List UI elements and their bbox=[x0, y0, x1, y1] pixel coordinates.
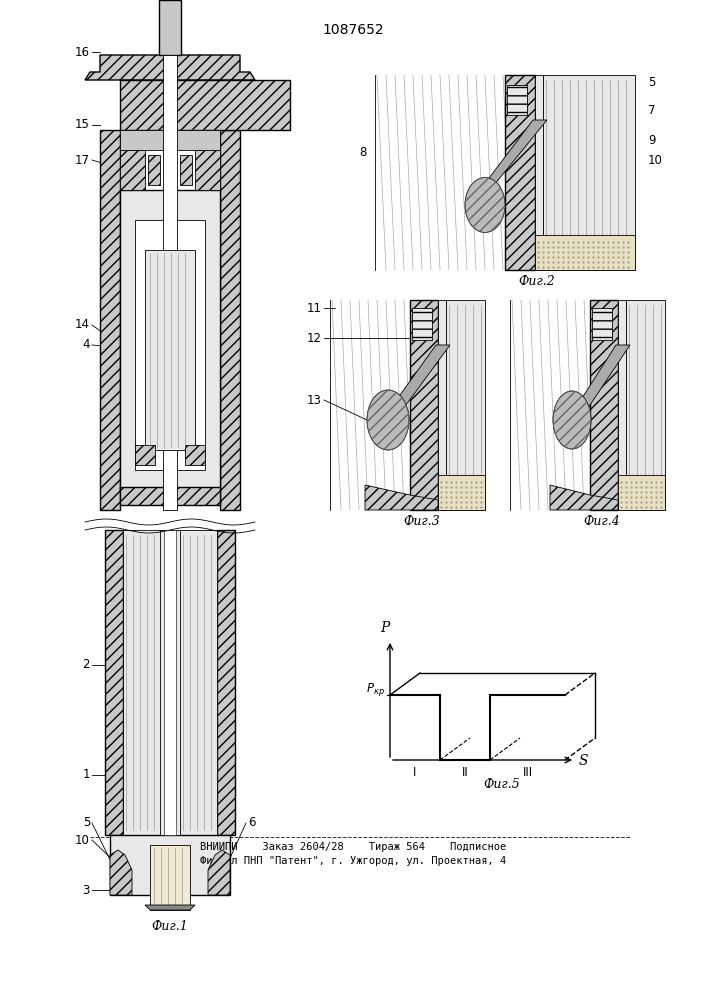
Text: 9: 9 bbox=[648, 133, 655, 146]
Text: Фиг.4: Фиг.4 bbox=[583, 515, 620, 528]
Text: 10: 10 bbox=[648, 153, 663, 166]
Text: 3: 3 bbox=[83, 884, 90, 896]
Bar bbox=[120, 190, 220, 490]
Bar bbox=[446, 300, 485, 510]
Bar bbox=[160, 530, 180, 835]
Bar bbox=[150, 845, 190, 910]
Bar bbox=[220, 130, 240, 510]
Text: II: II bbox=[462, 766, 468, 778]
Text: 6: 6 bbox=[248, 816, 255, 830]
Bar bbox=[618, 475, 665, 510]
Bar bbox=[438, 475, 485, 510]
Polygon shape bbox=[145, 905, 195, 910]
Text: Фиг.1: Фиг.1 bbox=[151, 920, 188, 934]
Polygon shape bbox=[365, 485, 438, 510]
Bar bbox=[543, 75, 635, 270]
Bar bbox=[110, 835, 230, 895]
Polygon shape bbox=[550, 485, 618, 510]
Bar bbox=[590, 300, 618, 510]
Text: 12: 12 bbox=[307, 332, 322, 344]
Bar bbox=[120, 130, 220, 150]
Text: 15: 15 bbox=[75, 118, 90, 131]
Text: Фиг.5: Фиг.5 bbox=[484, 778, 520, 791]
Bar bbox=[164, 530, 176, 835]
Text: 7: 7 bbox=[648, 104, 655, 116]
Bar bbox=[105, 530, 123, 835]
Text: 17: 17 bbox=[75, 153, 90, 166]
Polygon shape bbox=[85, 55, 255, 80]
Bar bbox=[195, 150, 220, 190]
Ellipse shape bbox=[553, 391, 591, 449]
Bar bbox=[185, 445, 205, 465]
Bar bbox=[120, 80, 290, 130]
Bar bbox=[100, 130, 120, 510]
Text: P: P bbox=[380, 621, 390, 635]
Text: 8: 8 bbox=[360, 146, 367, 159]
Bar bbox=[592, 308, 612, 340]
Text: 14: 14 bbox=[75, 318, 90, 332]
Bar bbox=[120, 150, 145, 190]
Text: I: I bbox=[414, 766, 416, 778]
Text: III: III bbox=[522, 766, 532, 778]
Text: Фиг.3: Фиг.3 bbox=[404, 515, 440, 528]
Bar bbox=[163, 55, 177, 510]
Bar bbox=[159, 0, 181, 55]
Bar bbox=[180, 155, 192, 185]
Text: 5: 5 bbox=[83, 816, 90, 830]
Text: 4: 4 bbox=[83, 338, 90, 352]
Bar bbox=[123, 530, 217, 835]
Bar bbox=[438, 300, 446, 510]
Polygon shape bbox=[480, 120, 547, 190]
Bar bbox=[618, 300, 626, 510]
Bar bbox=[535, 235, 635, 270]
Text: Филиал ПНП "Патент", г. Ужгород, ул. Проектная, 4: Филиал ПНП "Патент", г. Ужгород, ул. Про… bbox=[200, 856, 506, 866]
Text: 1087652: 1087652 bbox=[322, 23, 384, 37]
Text: S: S bbox=[578, 754, 588, 768]
Text: 2: 2 bbox=[83, 658, 90, 672]
Bar bbox=[135, 220, 205, 470]
Text: $P_{кр}$: $P_{кр}$ bbox=[366, 682, 385, 698]
Text: ВНИИПИ    Заказ 2604/28    Тираж 564    Подписное: ВНИИПИ Заказ 2604/28 Тираж 564 Подписное bbox=[200, 842, 506, 852]
Polygon shape bbox=[568, 345, 630, 420]
Text: 5: 5 bbox=[648, 77, 655, 90]
Polygon shape bbox=[382, 345, 450, 420]
Bar bbox=[412, 308, 432, 340]
Bar bbox=[410, 300, 438, 510]
Bar bbox=[135, 445, 155, 465]
Bar bbox=[217, 530, 235, 835]
Ellipse shape bbox=[367, 390, 409, 450]
Text: 13: 13 bbox=[307, 393, 322, 406]
Bar bbox=[507, 85, 527, 115]
Polygon shape bbox=[110, 850, 132, 895]
Text: Фиг.2: Фиг.2 bbox=[519, 275, 556, 288]
Bar bbox=[535, 75, 543, 270]
Bar bbox=[120, 487, 220, 505]
Polygon shape bbox=[208, 850, 230, 895]
Text: 10: 10 bbox=[75, 834, 90, 846]
Bar bbox=[505, 75, 535, 270]
Bar bbox=[626, 300, 665, 510]
Text: 16: 16 bbox=[75, 45, 90, 58]
Bar bbox=[148, 155, 160, 185]
Text: 11: 11 bbox=[307, 302, 322, 314]
Ellipse shape bbox=[465, 178, 505, 232]
Text: 1: 1 bbox=[83, 768, 90, 782]
Bar bbox=[145, 250, 195, 450]
